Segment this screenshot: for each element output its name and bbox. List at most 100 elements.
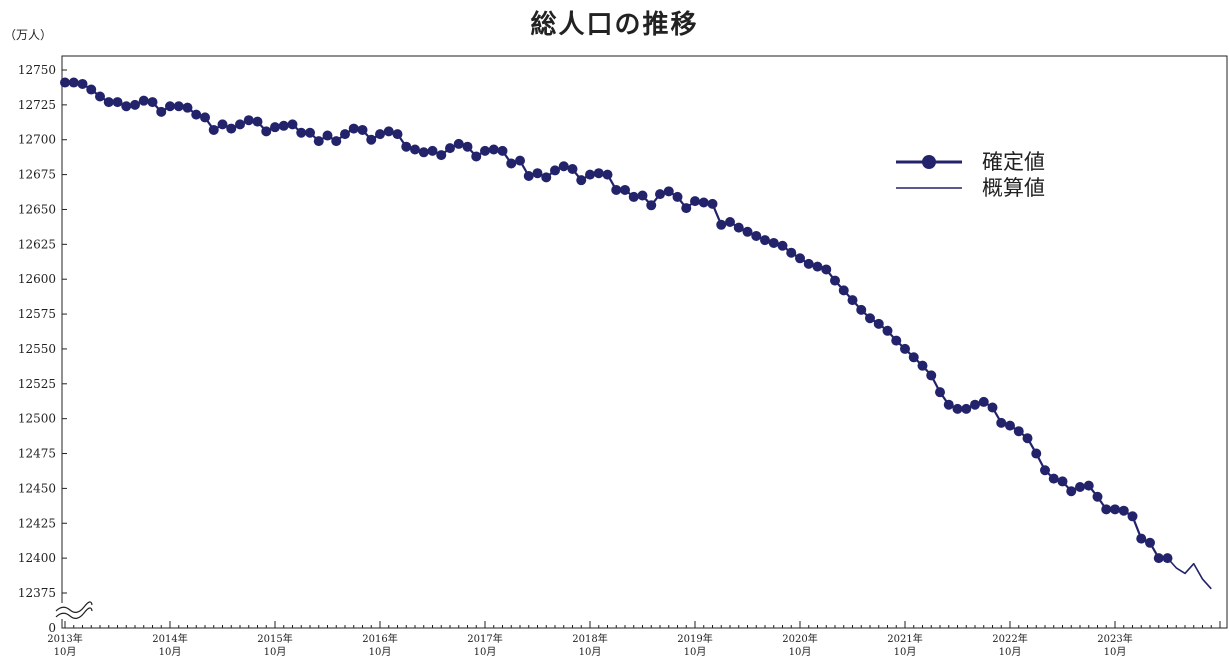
data-point <box>60 77 70 88</box>
x-tick-label-year: 2019年 <box>677 632 712 645</box>
data-point <box>707 198 718 209</box>
data-point <box>156 106 167 117</box>
data-point <box>558 161 569 172</box>
data-point <box>672 191 683 202</box>
data-point <box>278 120 289 131</box>
data-point <box>690 196 700 207</box>
data-point <box>480 145 490 156</box>
data-point <box>296 127 307 138</box>
x-tick-label-year: 2013年 <box>47 632 82 645</box>
data-point <box>427 145 438 156</box>
data-point <box>620 184 630 195</box>
data-point <box>865 313 875 324</box>
data-point <box>488 144 499 155</box>
y-tick-label: 12675 <box>18 168 56 182</box>
data-point <box>226 123 237 134</box>
legend-marker-confirmed <box>922 155 936 169</box>
series-layer <box>60 77 1212 590</box>
data-point <box>1005 420 1015 431</box>
legend-label-estimate: 概算値 <box>982 176 1045 200</box>
axis-break-mark <box>55 601 93 619</box>
data-point <box>900 343 910 354</box>
data-point <box>392 129 403 140</box>
data-point <box>1101 504 1112 515</box>
data-point <box>742 226 753 237</box>
data-point <box>112 97 123 108</box>
data-point <box>410 144 420 155</box>
data-point <box>655 189 665 200</box>
y-tick-label: 12600 <box>18 272 56 286</box>
data-point <box>243 115 254 126</box>
data-point <box>95 91 105 102</box>
data-point <box>935 387 945 398</box>
data-point <box>287 119 298 130</box>
data-point <box>987 402 998 413</box>
y-unit-label: （万人） <box>4 28 53 42</box>
data-point <box>383 126 394 137</box>
data-point <box>401 141 412 152</box>
data-point <box>891 335 902 346</box>
y-axis: 0 12375 12400 12425 12450 12475 12500 12525 1255… <box>18 63 67 635</box>
data-point <box>917 360 928 371</box>
data-point <box>978 396 989 407</box>
x-tick-label-month: 10月 <box>54 646 77 658</box>
data-point <box>103 97 114 108</box>
data-point <box>716 219 727 230</box>
x-tick-label-year: 2015年 <box>257 632 292 645</box>
data-point <box>768 237 779 248</box>
data-point <box>1013 426 1024 437</box>
data-point <box>795 253 805 264</box>
data-point <box>646 200 657 211</box>
data-point <box>760 235 770 246</box>
data-point <box>165 101 175 112</box>
data-point <box>366 134 377 145</box>
y-tick-label: 12375 <box>18 586 56 600</box>
x-tick-label-year: 2016年 <box>362 632 397 645</box>
data-point <box>996 417 1007 428</box>
data-point <box>191 109 202 120</box>
data-point <box>340 129 350 140</box>
data-point <box>86 84 97 95</box>
data-point <box>418 147 429 158</box>
y-tick-label: 12725 <box>18 98 56 112</box>
data-point <box>357 124 368 135</box>
data-point <box>1127 511 1138 522</box>
y-tick-label: 12400 <box>18 551 56 565</box>
data-point <box>830 275 840 286</box>
data-point <box>130 99 140 110</box>
data-point <box>777 240 788 251</box>
data-point <box>926 370 937 381</box>
x-tick-label-month: 10月 <box>999 646 1022 658</box>
x-tick-label-year: 2014年 <box>152 632 187 645</box>
data-point <box>803 258 814 269</box>
data-point <box>235 119 245 130</box>
y-tick-label: 12575 <box>18 307 56 321</box>
data-point <box>313 136 324 147</box>
data-point <box>68 77 79 88</box>
data-point <box>786 247 797 258</box>
x-tick-label-month: 10月 <box>894 646 917 658</box>
x-tick-label-month: 10月 <box>159 646 182 658</box>
data-point <box>821 264 832 275</box>
y-tick-label: 12700 <box>18 133 56 147</box>
x-tick-label-year: 2023年 <box>1097 632 1132 645</box>
data-point <box>515 155 525 166</box>
data-point <box>751 230 762 241</box>
data-point <box>506 158 517 169</box>
data-point <box>436 150 447 161</box>
series-line <box>1166 557 1212 590</box>
data-point <box>1145 537 1155 548</box>
data-point <box>1118 505 1129 516</box>
data-point <box>270 122 280 133</box>
data-point <box>462 141 473 152</box>
y-tick-label: 12750 <box>18 63 56 77</box>
data-point <box>1066 486 1077 497</box>
legend-label-confirmed: 確定値 <box>982 150 1045 174</box>
data-point <box>1048 473 1059 484</box>
data-point <box>812 261 823 272</box>
y-tick-label: 12500 <box>18 412 56 426</box>
data-point <box>733 222 744 233</box>
data-point <box>1031 448 1042 459</box>
data-point <box>331 136 342 147</box>
